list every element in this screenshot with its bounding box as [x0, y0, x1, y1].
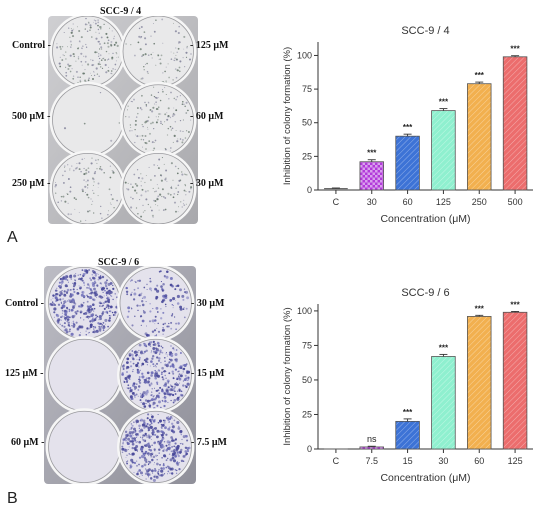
- colonies: [121, 413, 191, 482]
- colonies: [124, 157, 193, 218]
- well: [122, 16, 194, 87]
- plate-label-b-left-0: Control -: [5, 298, 44, 309]
- y-tick-label: 0: [307, 185, 312, 195]
- y-tick-label: 25: [302, 151, 312, 161]
- plate-label-a-left-1: 500 μM -: [12, 111, 51, 122]
- colonies: [125, 270, 190, 339]
- well: [52, 84, 124, 156]
- panel-letter-a: A: [7, 229, 18, 246]
- x-tick-label: 60: [403, 197, 413, 207]
- bar-chart-b: SCC-9 / 6 0 25 50 75 100 Inhibition of colony …: [282, 287, 533, 484]
- well: [119, 266, 192, 340]
- significance-label: ***: [475, 304, 485, 313]
- bar-chart-a: SCC-9 / 4 0 25 50 75 100 Inhibition of colony …: [282, 25, 533, 225]
- x-tick-label: 60: [474, 456, 484, 466]
- y-tick-label: 50: [302, 375, 312, 385]
- plate-label-b-right-2: - 7.5 μM: [191, 437, 227, 448]
- x-axis-label: Concentration (μM): [380, 213, 470, 225]
- x-tick-label: 15: [403, 456, 413, 466]
- plate-label-b-left-2: 60 μM -: [11, 437, 45, 448]
- colonies: [125, 18, 192, 85]
- colonies: [63, 91, 121, 142]
- significance-label: ***: [439, 98, 449, 107]
- bar: [359, 446, 384, 450]
- y-tick-label: 100: [297, 306, 312, 316]
- colonies: [125, 86, 192, 154]
- x-tick-label: 30: [438, 456, 448, 466]
- well: [119, 410, 192, 484]
- panel-letter-b: B: [7, 490, 18, 507]
- significance-label: ***: [439, 343, 449, 352]
- y-axis-label: Inhibition of colony formation (%): [282, 307, 293, 445]
- bar: [431, 110, 456, 191]
- x-tick-label: 250: [472, 197, 487, 207]
- bar: [467, 83, 492, 191]
- well: [48, 410, 121, 484]
- plate-label-a-left-0: Control -: [12, 40, 51, 51]
- chart-title: SCC-9 / 6: [401, 287, 449, 299]
- colonies: [121, 340, 191, 410]
- x-tick-label: 7.5: [365, 456, 378, 466]
- plate-label-a-right-2: - 30 μM: [190, 178, 224, 189]
- plate-label-b-left-1: 125 μM -: [5, 368, 44, 379]
- significance-label: ***: [510, 300, 520, 309]
- significance-label: ***: [367, 149, 377, 158]
- bar: [467, 316, 492, 450]
- plate-label-a-right-0: - 125 μM: [190, 40, 229, 51]
- y-tick-label: 100: [297, 50, 312, 60]
- colonies: [56, 17, 119, 86]
- x-tick-label: 125: [508, 456, 523, 466]
- y-axis-label: Inhibition of colony formation (%): [282, 47, 293, 185]
- x-tick-label: C: [333, 197, 340, 207]
- chart-title: SCC-9 / 4: [401, 25, 449, 37]
- plate-title-a: SCC-9 / 4: [100, 6, 142, 17]
- colonies: [49, 269, 119, 337]
- bar: [502, 311, 528, 450]
- y-tick-label: 50: [302, 118, 312, 128]
- bar: [359, 161, 384, 191]
- plate-title-b: SCC-9 / 6: [98, 257, 140, 268]
- colony-plate-image-a: [48, 16, 198, 224]
- x-axis-label: Concentration (μM): [380, 472, 470, 484]
- bar: [395, 135, 420, 191]
- plate-label-b-right-0: - 30 μM: [191, 298, 225, 309]
- well: [52, 16, 124, 87]
- plate-label-a-left-2: 250 μM -: [12, 178, 51, 189]
- bar: [395, 420, 420, 450]
- x-tick-label: 125: [436, 197, 451, 207]
- bar: [431, 356, 456, 450]
- x-tick-label: C: [333, 456, 340, 466]
- y-tick-label: 75: [302, 340, 312, 350]
- colony-plate-image-b: [44, 266, 196, 484]
- bar: [502, 56, 528, 191]
- significance-label: ns: [367, 434, 377, 444]
- well: [52, 153, 124, 224]
- y-tick-label: 25: [302, 409, 312, 419]
- colonies: [54, 157, 118, 222]
- plate-label-a-right-1: - 60 μM: [190, 111, 224, 122]
- well: [48, 338, 121, 412]
- significance-label: ***: [510, 45, 520, 54]
- significance-label: ***: [475, 71, 485, 80]
- x-tick-label: 500: [508, 197, 523, 207]
- y-tick-label: 0: [307, 444, 312, 454]
- y-tick-label: 75: [302, 84, 312, 94]
- significance-label: ***: [403, 408, 413, 417]
- plate-label-b-right-1: - 15 μM: [191, 368, 225, 379]
- x-tick-label: 30: [367, 197, 377, 207]
- significance-label: ***: [403, 123, 413, 132]
